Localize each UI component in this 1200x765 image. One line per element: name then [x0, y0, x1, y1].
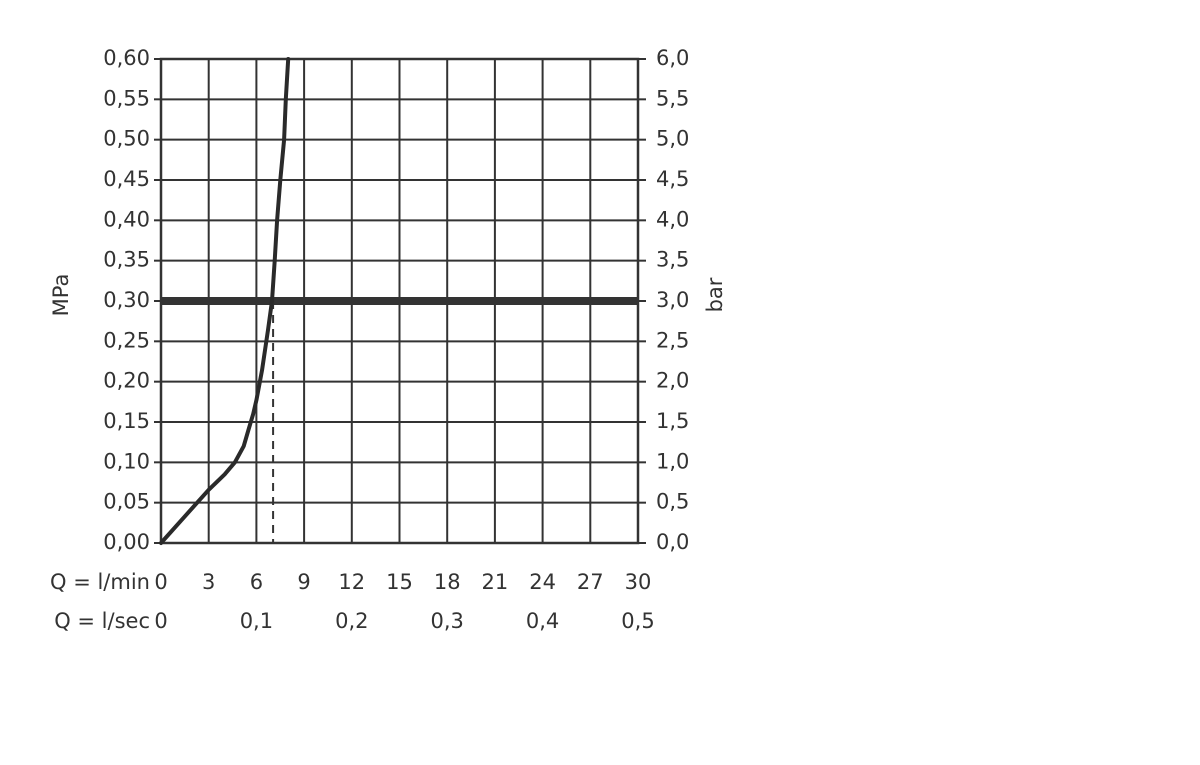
- y2-tick-label: 4,5: [656, 167, 689, 191]
- x2-tick-label: 0,4: [526, 609, 559, 633]
- y-tick-label: 0,05: [103, 490, 150, 514]
- y-tick-label: 0,25: [103, 328, 150, 352]
- x-tick-label: 24: [529, 570, 556, 594]
- x-tick-label: 18: [434, 570, 461, 594]
- x-tick-label: 0: [154, 570, 167, 594]
- y2-axis-title: bar: [703, 277, 727, 312]
- y-tick-label: 0,40: [103, 207, 150, 231]
- y2-tick-label: 3,5: [656, 248, 689, 272]
- y2-tick-label: 1,5: [656, 409, 689, 433]
- y-tick-label: 0,45: [103, 167, 150, 191]
- x-tick-label: 15: [386, 570, 413, 594]
- x2-tick-label: 0,3: [430, 609, 463, 633]
- y-tick-label: 0,60: [103, 46, 150, 70]
- y-tick-label: 0,15: [103, 409, 150, 433]
- x2-axis-title: Q = l/sec: [54, 609, 150, 633]
- x2-tick-label: 0,1: [240, 609, 273, 633]
- y-tick-label: 0,55: [103, 86, 150, 110]
- x-tick-label: 9: [297, 570, 310, 594]
- x-tick-label: 27: [577, 570, 604, 594]
- x-tick-label: 3: [202, 570, 215, 594]
- x-tick-label: 12: [338, 570, 365, 594]
- x2-tick-label: 0,5: [621, 609, 654, 633]
- y2-tick-label: 2,0: [656, 369, 689, 393]
- y2-tick-label: 0,5: [656, 490, 689, 514]
- y-tick-label: 0,50: [103, 127, 150, 151]
- x2-tick-label: 0,2: [335, 609, 368, 633]
- y-tick-label: 0,20: [103, 369, 150, 393]
- y2-tick-label: 6,0: [656, 46, 689, 70]
- curve: [159, 57, 291, 545]
- x2-tick-label: 0: [154, 609, 167, 633]
- y-tick-label: 0,35: [103, 248, 150, 272]
- y-axis-title: MPa: [49, 274, 73, 317]
- x-tick-label: 6: [250, 570, 263, 594]
- y2-tick-label: 3,0: [656, 288, 689, 312]
- y-tick-label: 0,10: [103, 449, 150, 473]
- y2-tick-label: 2,5: [656, 328, 689, 352]
- x-tick-label: 30: [625, 570, 652, 594]
- x-axis-title: Q = l/min: [50, 570, 150, 594]
- y2-tick-label: 1,0: [656, 449, 689, 473]
- y2-tick-label: 4,0: [656, 207, 689, 231]
- y-tick-label: 0,30: [103, 288, 150, 312]
- y-tick-label: 0,00: [103, 530, 150, 554]
- y2-tick-label: 5,5: [656, 86, 689, 110]
- x-tick-label: 21: [482, 570, 509, 594]
- y2-tick-label: 5,0: [656, 127, 689, 151]
- y2-tick-label: 0,0: [656, 530, 689, 554]
